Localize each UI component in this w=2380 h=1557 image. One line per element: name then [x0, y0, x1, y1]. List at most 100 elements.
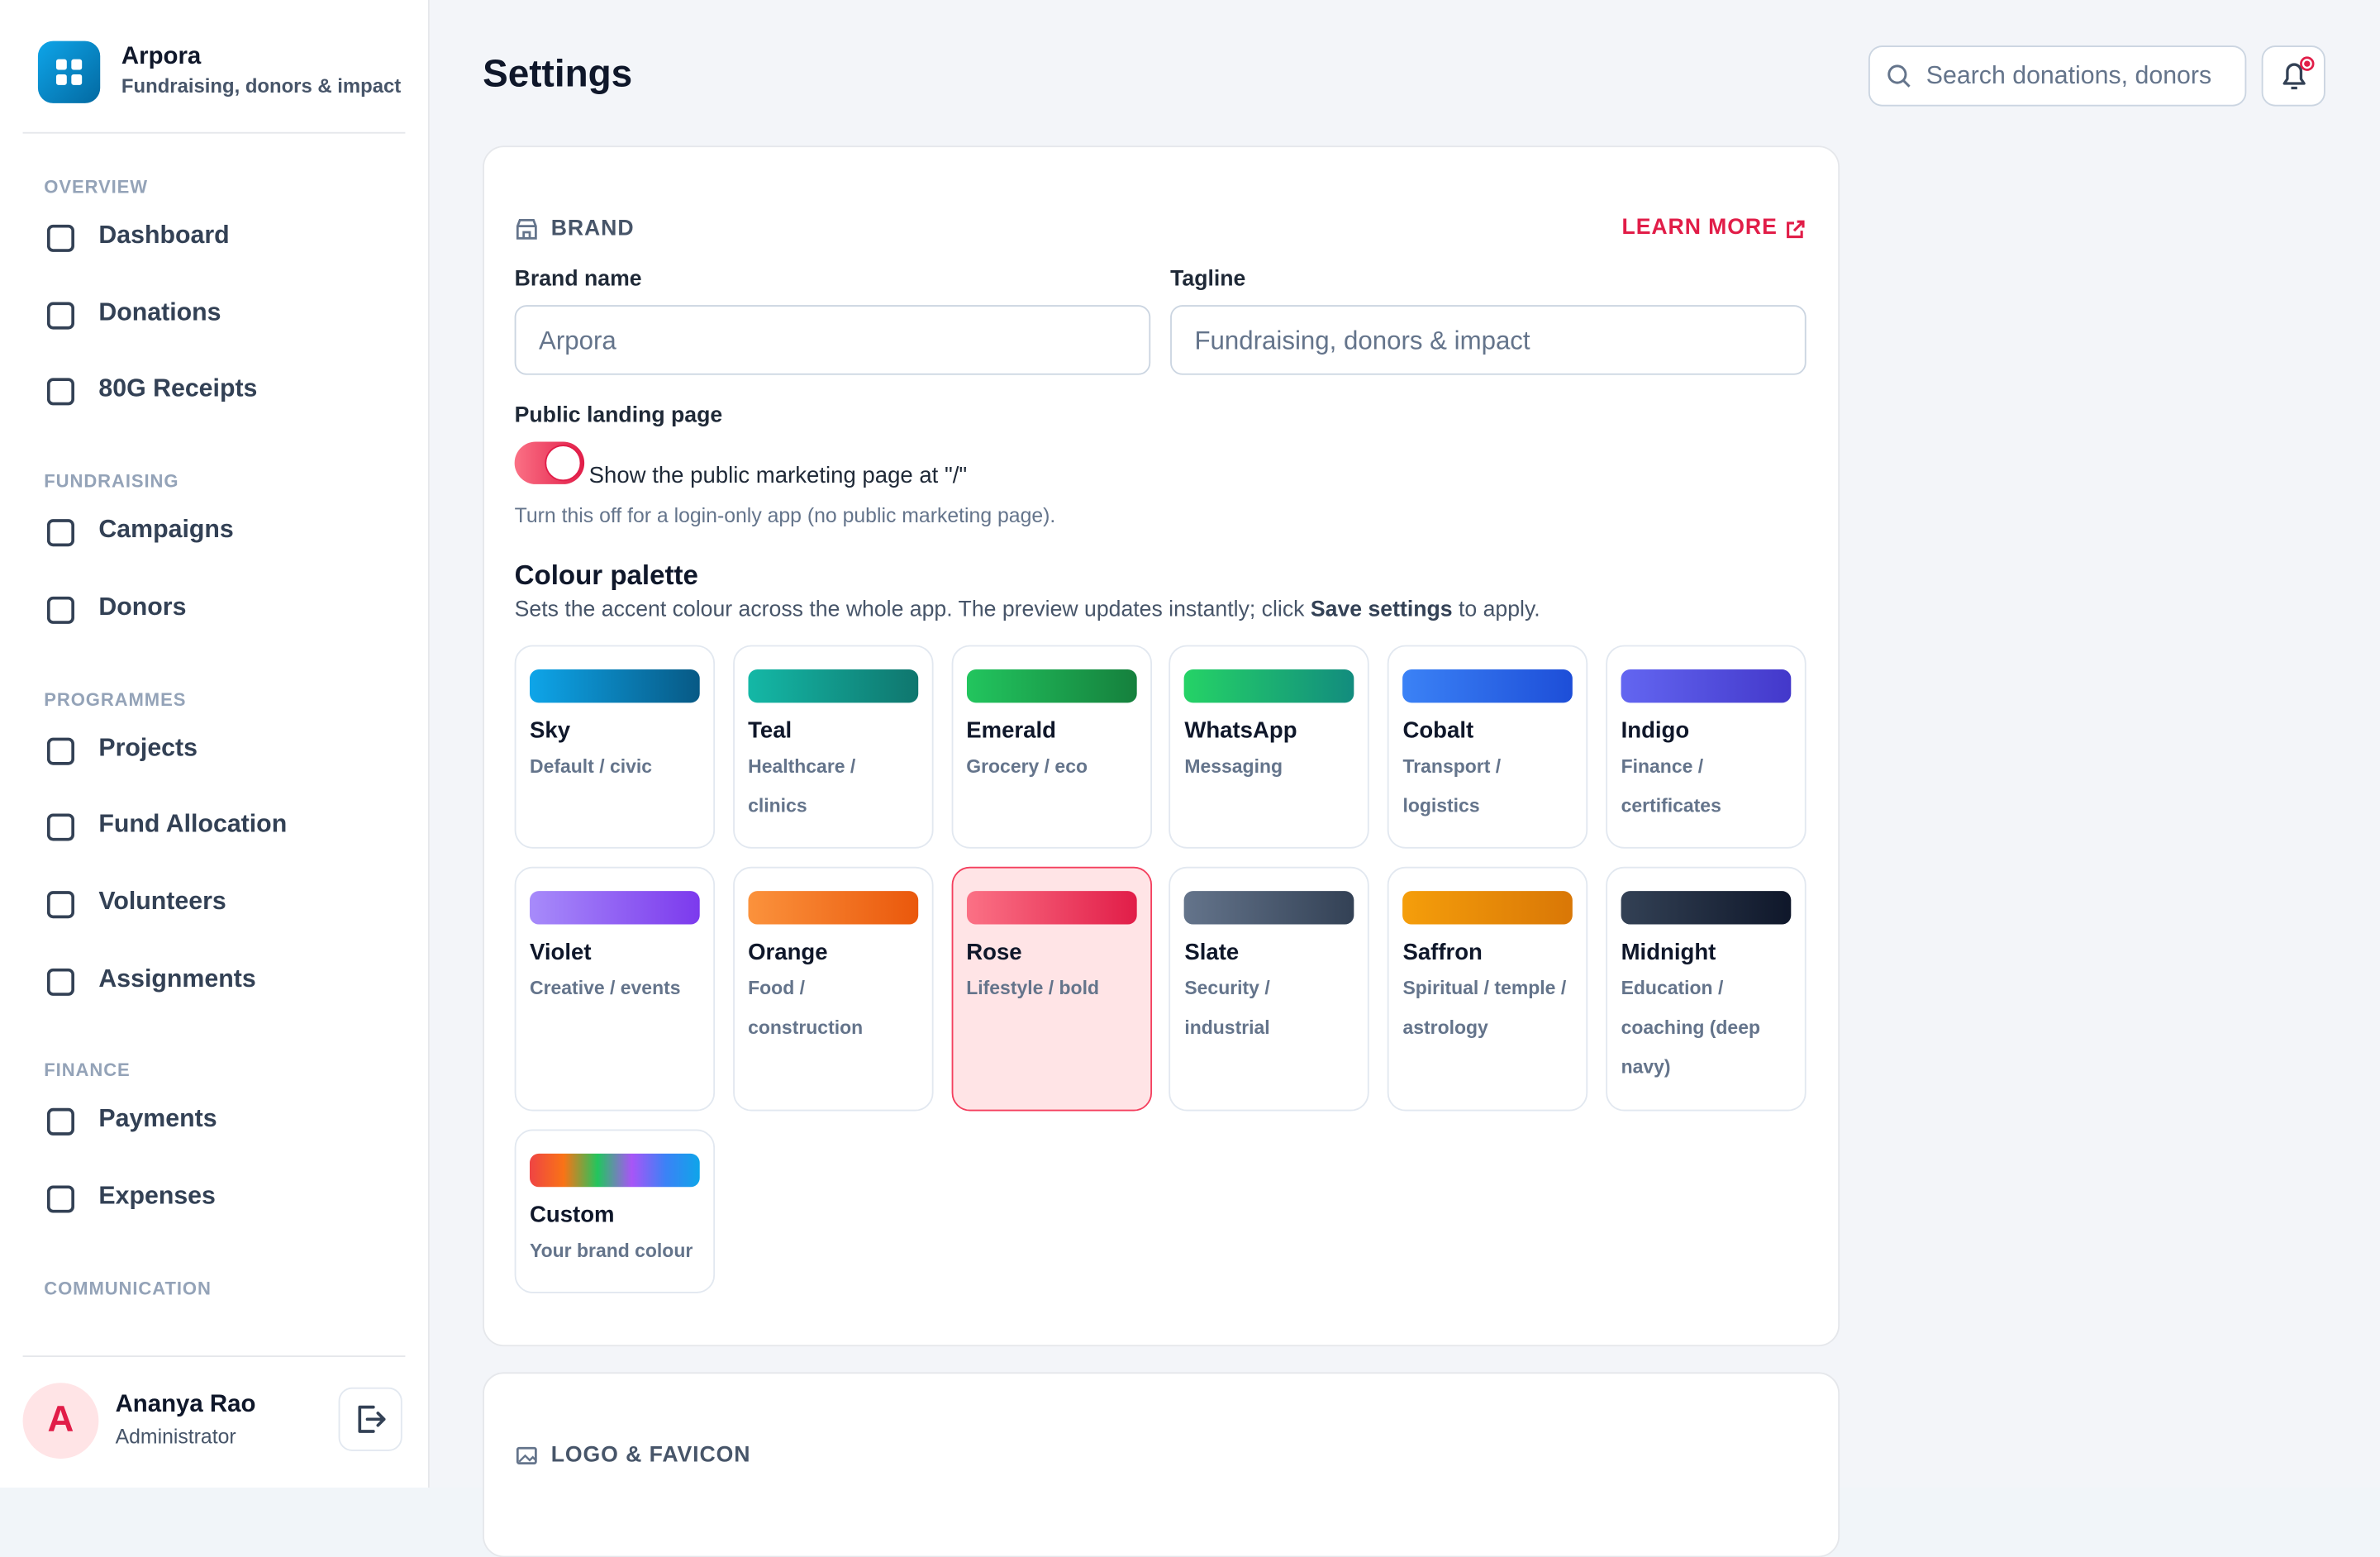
- nav-icon: [46, 379, 74, 407]
- palette-description: Your brand colour: [530, 1240, 693, 1262]
- image-icon: [516, 1446, 537, 1464]
- field-label: Brand name: [514, 267, 642, 292]
- palette-option[interactable]: Slate Security / industrial: [1169, 866, 1370, 1112]
- search-box[interactable]: Search donations, donors: [1868, 45, 2247, 107]
- palette-name: Teal: [748, 717, 793, 744]
- nav-icon: [46, 519, 74, 547]
- page: Arpora Fundraising, donors & impact OVER…: [0, 0, 2325, 1557]
- help-text: Turn this off for a login-only app (no p…: [514, 503, 1056, 527]
- palette-swatch: [530, 669, 700, 703]
- palette-description: Messaging: [1184, 755, 1283, 778]
- palette-option[interactable]: Custom Your brand colour: [514, 1129, 716, 1293]
- store-icon: [516, 218, 537, 240]
- palette-option[interactable]: Teal Healthcare / clinics: [732, 645, 934, 849]
- palette-name: Violet: [530, 939, 592, 966]
- palette-swatch: [966, 669, 1136, 703]
- text: Sets the accent colour across the whole …: [514, 598, 1311, 623]
- palette-name: Slate: [1184, 939, 1240, 966]
- nav-item[interactable]: Donations: [98, 298, 221, 326]
- nav-item[interactable]: Donors: [98, 593, 187, 621]
- external-link-icon: [1787, 220, 1805, 239]
- notifications-button[interactable]: [2261, 45, 2325, 107]
- palette-option[interactable]: Emerald Grocery / eco: [950, 645, 1152, 849]
- palette-description: Spiritual / temple / astrology: [1402, 977, 1567, 1039]
- palette-swatch: [1402, 669, 1573, 703]
- palette-option[interactable]: Indigo Finance / certificates: [1606, 645, 1806, 849]
- field-label: Public landing page: [514, 403, 723, 428]
- palette-swatch: [748, 669, 918, 703]
- nav-item[interactable]: Assignments: [98, 964, 256, 993]
- section-title: LOGO & FAVICON: [550, 1443, 751, 1469]
- nav-item[interactable]: Dashboard: [98, 221, 230, 250]
- palette-description: Education / coaching (deep navy): [1621, 977, 1760, 1078]
- nav-icon: [46, 968, 74, 996]
- palette-description: Creative / events: [530, 977, 681, 999]
- sidebar: Arpora Fundraising, donors & impact OVER…: [0, 0, 430, 1488]
- logout-button[interactable]: [338, 1387, 402, 1451]
- app: Arpora Fundraising, donors & impact OVER…: [0, 0, 2325, 1557]
- tagline-input[interactable]: Fundraising, donors & impact: [1170, 305, 1806, 375]
- nav-section-title: PROGRAMMES: [44, 688, 187, 710]
- nav-item[interactable]: Volunteers: [98, 888, 226, 916]
- palette-swatch: [966, 891, 1136, 925]
- divider: [22, 131, 406, 134]
- palette-swatch: [1184, 891, 1355, 925]
- nav-icon: [46, 736, 74, 764]
- nav-item[interactable]: Campaigns: [98, 516, 234, 544]
- nav-icon: [46, 596, 74, 624]
- nav-section-title: FINANCE: [44, 1059, 131, 1082]
- nav-item[interactable]: Payments: [98, 1105, 217, 1133]
- palette-option[interactable]: Violet Creative / events: [514, 866, 716, 1112]
- palette-option[interactable]: Rose Lifestyle / bold: [950, 866, 1152, 1112]
- palette-name: Rose: [966, 939, 1022, 966]
- palette-name: Indigo: [1621, 717, 1690, 744]
- nav-icon: [46, 813, 74, 841]
- palette-option[interactable]: Orange Food / construction: [732, 866, 934, 1112]
- palette-description: Food / construction: [748, 977, 864, 1039]
- divider: [22, 1355, 406, 1358]
- learn-more-link[interactable]: LEARN MORE: [1621, 215, 1778, 240]
- nav-item[interactable]: 80G Receipts: [98, 375, 258, 403]
- nav-item[interactable]: Fund Allocation: [98, 811, 288, 839]
- nav: OVERVIEW Dashboard Donations 80G Receipts FU…: [0, 144, 428, 1355]
- palette-swatch: [1402, 891, 1573, 925]
- nav-icon: [46, 1185, 74, 1213]
- nav-item[interactable]: Expenses: [98, 1182, 216, 1210]
- toggle-label: Show the public marketing page at "/": [588, 463, 968, 489]
- nav-icon: [46, 224, 74, 252]
- palette-name: Sky: [530, 717, 571, 744]
- nav-icon: [46, 1108, 74, 1136]
- palette-swatch: [1621, 669, 1792, 703]
- palette-name: Orange: [748, 939, 828, 966]
- palette-option[interactable]: Saffron Spiritual / temple / astrology: [1388, 866, 1588, 1112]
- palette-name: Custom: [530, 1202, 615, 1228]
- palette-swatch: [748, 891, 918, 925]
- bold-text: Save settings: [1310, 598, 1453, 623]
- palette-description: Lifestyle / bold: [966, 977, 1099, 999]
- toggle-knob: [545, 445, 582, 482]
- palette-title: Colour palette: [514, 559, 698, 591]
- landing-toggle[interactable]: [514, 441, 585, 484]
- avatar: A: [22, 1383, 99, 1459]
- nav-icon: [46, 890, 74, 919]
- palette-option[interactable]: WhatsApp Messaging: [1169, 645, 1370, 849]
- palette-description: Transport / logistics: [1402, 755, 1502, 817]
- nav-item[interactable]: Projects: [98, 734, 198, 762]
- palette-description: Grocery / eco: [966, 755, 1088, 778]
- nav-section-title: FUNDRAISING: [44, 470, 179, 493]
- user-role: Administrator: [115, 1425, 236, 1449]
- palette-swatch: [1184, 669, 1355, 703]
- palette-swatch: [530, 891, 700, 925]
- page-title: Settings: [483, 53, 633, 96]
- brand-name-input[interactable]: Arpora: [514, 305, 1151, 375]
- nav-section-title: COMMUNICATION: [44, 1277, 212, 1299]
- palette-name: Cobalt: [1402, 717, 1474, 744]
- search-placeholder: Search donations, donors: [1925, 62, 2212, 90]
- palette-option[interactable]: Cobalt Transport / logistics: [1388, 645, 1588, 849]
- palette-option[interactable]: Sky Default / civic: [514, 645, 716, 849]
- palette-swatch: [1621, 891, 1792, 925]
- palette-option[interactable]: Midnight Education / coaching (deep navy): [1606, 866, 1806, 1112]
- palette-description: Healthcare / clinics: [748, 755, 856, 817]
- app-tagline: Fundraising, donors & impact: [121, 74, 402, 98]
- text: to apply.: [1452, 598, 1540, 623]
